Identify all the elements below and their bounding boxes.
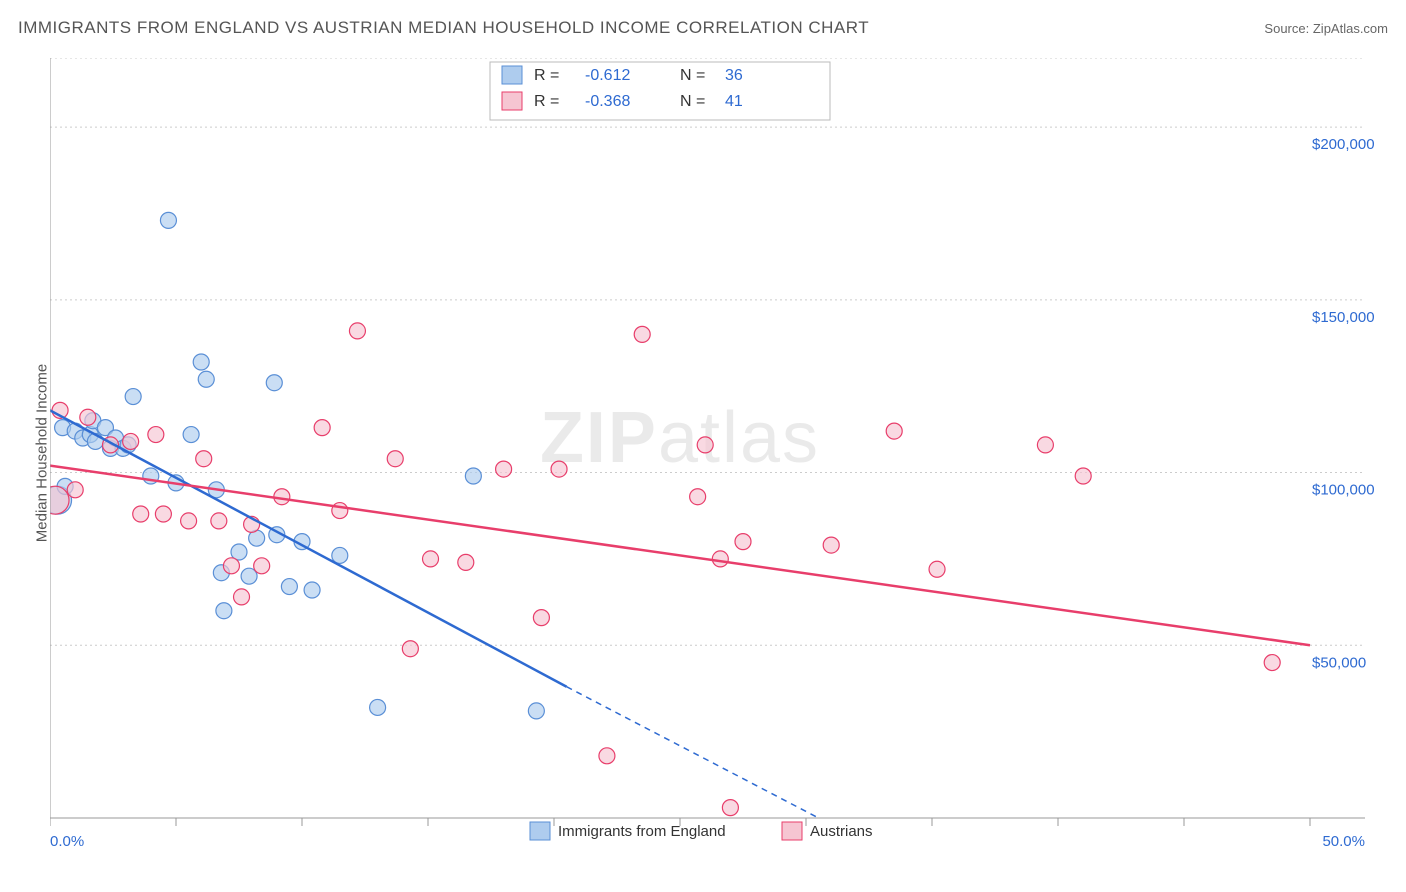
data-point [155, 506, 171, 522]
data-point [1037, 437, 1053, 453]
data-point [196, 451, 212, 467]
y-tick-label: $100,000 [1312, 482, 1375, 499]
legend-n-value: 41 [725, 93, 743, 110]
data-point [735, 534, 751, 550]
data-point [528, 703, 544, 719]
data-point [697, 437, 713, 453]
data-point [370, 699, 386, 715]
data-point [181, 513, 197, 529]
legend-swatch [502, 66, 522, 84]
source-link[interactable]: ZipAtlas.com [1313, 21, 1388, 36]
data-point [314, 420, 330, 436]
data-point [281, 579, 297, 595]
watermark: ZIPatlas [540, 398, 820, 478]
legend-n-label: N = [680, 67, 705, 84]
y-axis-label: Median Household Income [34, 364, 51, 542]
data-point [929, 561, 945, 577]
data-point [254, 558, 270, 574]
chart-title: IMMIGRANTS FROM ENGLAND VS AUSTRIAN MEDI… [18, 18, 869, 38]
data-point [533, 610, 549, 626]
data-point [304, 582, 320, 598]
x-tick-label: 0.0% [50, 833, 84, 848]
legend-r-value: -0.612 [585, 67, 630, 84]
data-point [690, 489, 706, 505]
data-point [1264, 655, 1280, 671]
data-point [198, 371, 214, 387]
data-point [266, 375, 282, 391]
legend-r-label: R = [534, 93, 559, 110]
legend-r-label: R = [534, 67, 559, 84]
series-legend-label: Austrians [810, 823, 873, 840]
data-point [634, 326, 650, 342]
data-point [223, 558, 239, 574]
data-point [387, 451, 403, 467]
data-point [823, 537, 839, 553]
data-point [349, 323, 365, 339]
x-tick-label: 50.0% [1322, 833, 1365, 848]
legend-n-value: 36 [725, 67, 743, 84]
data-point [551, 461, 567, 477]
data-point [123, 433, 139, 449]
data-point [125, 389, 141, 405]
chart-container: Median Household Income $50,000$100,000$… [50, 58, 1390, 848]
data-point [234, 589, 250, 605]
data-point [133, 506, 149, 522]
data-point [465, 468, 481, 484]
data-point [886, 423, 902, 439]
data-point [722, 800, 738, 816]
source-label: Source: [1264, 21, 1309, 36]
legend-n-label: N = [680, 93, 705, 110]
data-point [193, 354, 209, 370]
chart-source: Source: ZipAtlas.com [1264, 21, 1388, 36]
data-point [402, 641, 418, 657]
y-tick-label: $50,000 [1312, 654, 1366, 671]
data-point [496, 461, 512, 477]
data-point [67, 482, 83, 498]
data-point [599, 748, 615, 764]
data-point [1075, 468, 1091, 484]
y-tick-label: $150,000 [1312, 309, 1375, 326]
series-legend-swatch [530, 822, 550, 840]
legend-swatch [502, 92, 522, 110]
series-legend-label: Immigrants from England [558, 823, 726, 840]
y-tick-label: $200,000 [1312, 136, 1375, 153]
data-point [712, 551, 728, 567]
correlation-scatter-chart: $50,000 $100,000 $150,000 $200,000 ZIPatlas 0… [50, 58, 1390, 848]
trend-line [50, 410, 567, 686]
data-point [148, 427, 164, 443]
data-point [458, 554, 474, 570]
legend-r-value: -0.368 [585, 93, 630, 110]
data-point [211, 513, 227, 529]
data-point [160, 212, 176, 228]
chart-header: IMMIGRANTS FROM ENGLAND VS AUSTRIAN MEDI… [18, 18, 1388, 38]
data-point [80, 409, 96, 425]
data-point [216, 603, 232, 619]
data-point [423, 551, 439, 567]
series-legend-swatch [782, 822, 802, 840]
data-point [183, 427, 199, 443]
